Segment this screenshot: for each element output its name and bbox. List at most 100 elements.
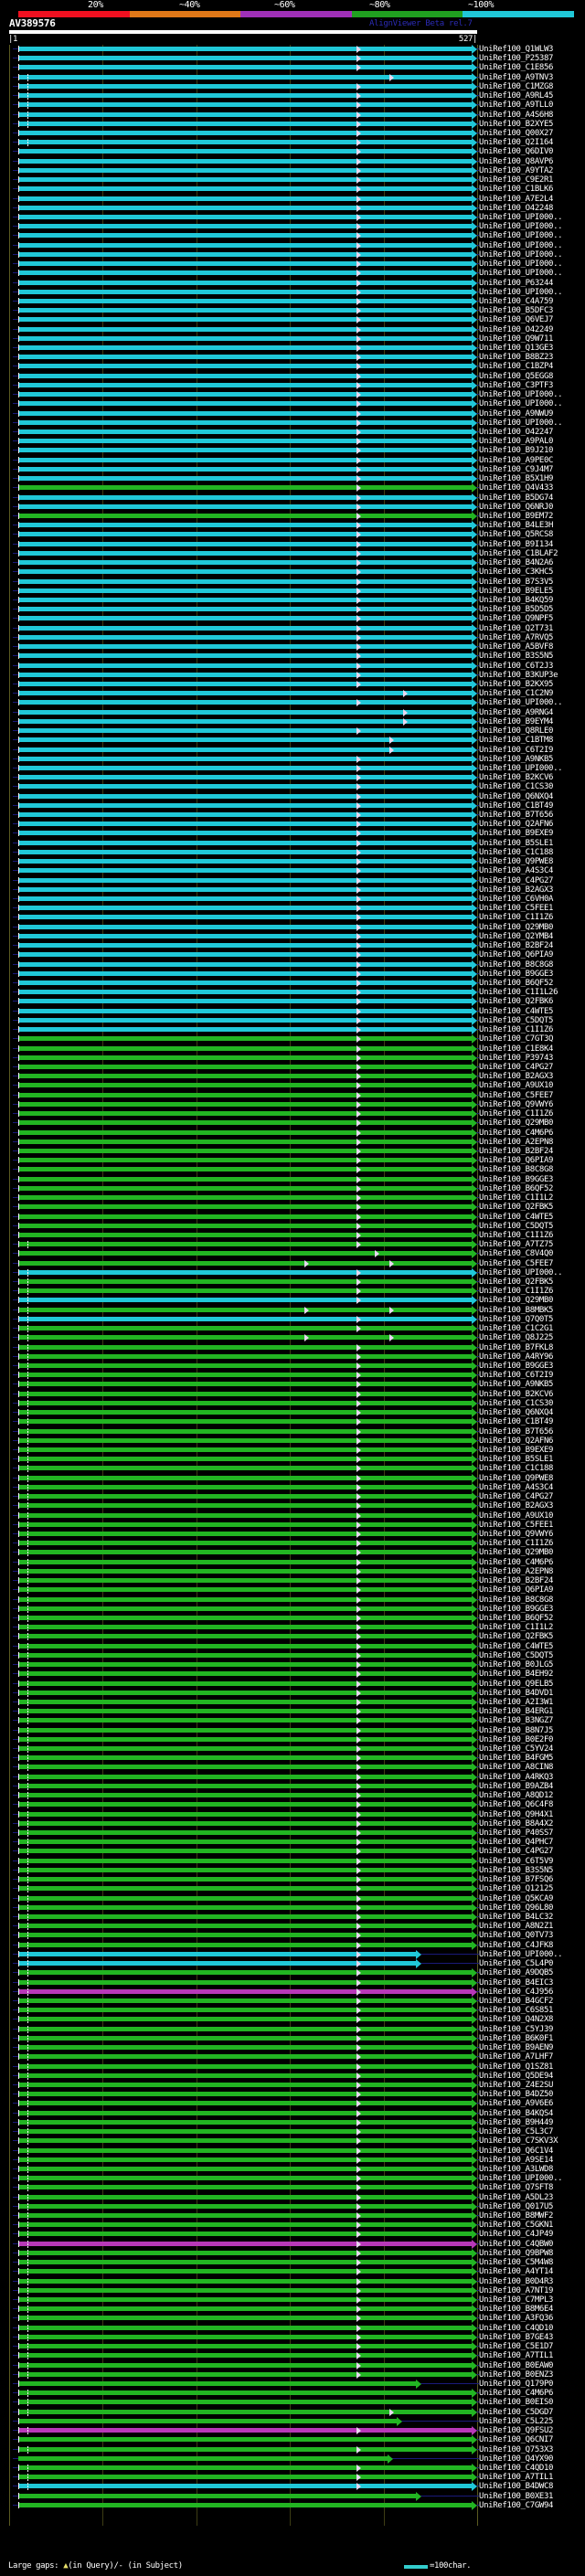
subject-id-label[interactable]: UniRef100_A9RNG4 [479,707,554,717]
subject-id-label[interactable]: UniRef100_C1I1L2 [479,1623,554,1633]
alignment-row[interactable]: UniRef100_Q9W711 [0,334,585,344]
alignment-row[interactable]: UniRef100_C5YJ39 [0,2024,585,2034]
alignment-row[interactable]: UniRef100_Q9VWY6 [0,1529,585,1539]
hsp-bar[interactable] [18,1746,472,1752]
subject-id-label[interactable]: UniRef100_B3S5N5 [479,652,554,662]
subject-id-label[interactable]: UniRef100_Q9NPF5 [479,614,554,624]
hsp-bar[interactable] [18,345,472,351]
hsp-bar[interactable] [18,1083,472,1088]
hsp-bar[interactable] [18,822,472,827]
subject-id-label[interactable]: UniRef100_A9TLL0 [479,101,554,111]
alignment-row[interactable]: UniRef100_Q5DE94 [0,2071,585,2081]
hsp-bar[interactable] [18,1755,472,1761]
alignment-row[interactable]: UniRef100_Q2AFN6 [0,820,585,830]
hsp-bar[interactable] [18,1437,472,1443]
alignment-row[interactable]: UniRef100_B3NGZ7 [0,1716,585,1726]
alignment-row[interactable]: UniRef100_C1C2N9 [0,689,585,699]
alignment-row[interactable]: UniRef100_Q4N2X8 [0,2015,585,2025]
alignment-row[interactable]: UniRef100_Q8AVP6 [0,156,585,166]
subject-id-label[interactable]: UniRef100_Q8J225 [479,1333,554,1343]
hsp-bar[interactable] [18,1652,472,1658]
alignment-row[interactable]: UniRef100_UPI000.. [0,2174,585,2184]
subject-id-label[interactable]: UniRef100_C1C2G1 [479,1324,554,1334]
subject-id-label[interactable]: UniRef100_A9UX10 [479,1081,554,1091]
hsp-bar[interactable] [18,1326,472,1331]
hsp-bar[interactable] [18,251,472,257]
hsp-bar[interactable] [18,2334,472,2339]
alignment-row[interactable]: UniRef100_Q6CNI7 [0,2435,585,2445]
subject-id-label[interactable]: UniRef100_UPI000.. [479,231,563,241]
alignment-row[interactable]: UniRef100_Q0TV73 [0,1931,585,1941]
subject-id-label[interactable]: UniRef100_UPI000.. [479,269,563,279]
hsp-bar[interactable] [18,401,472,407]
alignment-row[interactable]: UniRef100_Q2FBK5 [0,1277,585,1288]
hsp-bar[interactable] [18,1680,472,1686]
subject-id-label[interactable]: UniRef100_Q29MB0 [479,1548,554,1558]
subject-id-label[interactable]: UniRef100_B6QF52 [479,1613,554,1623]
hsp-bar[interactable] [18,1596,472,1602]
hsp-bar[interactable] [18,1242,472,1247]
hsp-bar[interactable] [18,65,472,70]
subject-id-label[interactable]: UniRef100_Q5RCS8 [479,530,554,540]
subject-id-label[interactable]: UniRef100_A4S6H8 [479,110,554,120]
subject-id-label[interactable]: UniRef100_B4EH92 [479,1670,554,1680]
subject-id-label[interactable]: UniRef100_C4WTE5 [479,1212,554,1222]
subject-id-label[interactable]: UniRef100_C4M6P6 [479,2389,554,2399]
subject-id-label[interactable]: UniRef100_C5E1D7 [479,2342,554,2352]
hsp-bar[interactable] [18,2278,472,2284]
subject-id-label[interactable]: UniRef100_B9J210 [479,446,554,456]
alignment-row[interactable]: UniRef100_B2BF24 [0,941,585,951]
alignment-row[interactable]: UniRef100_Q2YMB4 [0,931,585,941]
subject-id-label[interactable]: UniRef100_A7TZ75 [479,1240,554,1250]
hsp-bar[interactable] [18,1269,472,1275]
hsp-bar[interactable] [18,1858,472,1863]
hsp-bar[interactable] [18,1634,472,1639]
alignment-row[interactable]: UniRef100_Q753X3 [0,2444,585,2454]
hsp-bar[interactable] [18,2147,472,2153]
alignment-row[interactable]: UniRef100_B7FKL8 [0,1342,585,1352]
subject-id-label[interactable]: UniRef100_C7GW94 [479,2500,554,2510]
hsp-bar[interactable] [18,2250,472,2255]
hsp-bar[interactable] [18,261,472,267]
hsp-bar[interactable] [18,681,472,686]
hsp-bar[interactable] [18,644,472,650]
hsp-bar[interactable] [18,802,472,808]
alignment-row[interactable]: UniRef100_B9EXE9 [0,1446,585,1455]
alignment-row[interactable]: UniRef100_A8CIN8 [0,1763,585,1773]
hsp-bar[interactable] [18,906,472,911]
alignment-row[interactable]: UniRef100_A9SE14 [0,2155,585,2165]
subject-id-label[interactable]: UniRef100_Q9BPW8 [479,2248,554,2258]
hsp-bar[interactable] [18,1699,472,1704]
alignment-row[interactable]: UniRef100_B7T656 [0,811,585,821]
subject-id-label[interactable]: UniRef100_C4WTE5 [479,1641,554,1651]
alignment-row[interactable]: UniRef100_B5DFC3 [0,306,585,316]
subject-id-label[interactable]: UniRef100_Q017U5 [479,2201,554,2211]
subject-id-label[interactable]: UniRef100_A2EPN8 [479,1137,554,1147]
subject-id-label[interactable]: UniRef100_B7T656 [479,1426,554,1436]
hsp-bar[interactable] [18,2353,472,2359]
alignment-row[interactable]: UniRef100_A9RNG4 [0,707,585,717]
subject-id-label[interactable]: UniRef100_B2KX95 [479,679,554,689]
hsp-bar[interactable] [18,859,472,864]
subject-id-label[interactable]: UniRef100_C1BLK6 [479,185,554,195]
hsp-bar[interactable] [18,2138,472,2144]
alignment-row[interactable]: UniRef100_UPI000.. [0,287,585,297]
hsp-bar[interactable] [18,2428,472,2433]
alignment-row[interactable]: UniRef100_A2I3W1 [0,1697,585,1707]
alignment-row[interactable]: UniRef100_Q2FBK5 [0,1203,585,1213]
alignment-row[interactable]: UniRef100_B7FSQ6 [0,1875,585,1885]
subject-id-label[interactable]: UniRef100_C1I1Z6 [479,1287,554,1297]
subject-id-label[interactable]: UniRef100_B8C8G8 [479,1165,554,1175]
hsp-bar[interactable] [18,868,472,874]
hsp-bar[interactable] [18,1559,472,1564]
hsp-bar[interactable] [18,765,472,770]
alignment-row[interactable]: UniRef100_B8N7J5 [0,1725,585,1735]
subject-id-label[interactable]: UniRef100_B8MWF2 [479,2211,554,2221]
alignment-row[interactable]: UniRef100_C5FEE1 [0,904,585,914]
subject-id-label[interactable]: UniRef100_UPI000.. [479,212,563,222]
hsp-bar[interactable] [18,2110,472,2115]
subject-id-label[interactable]: UniRef100_A7NT19 [479,2285,554,2295]
hsp-bar[interactable] [18,2475,472,2480]
subject-id-label[interactable]: UniRef100_Q2AFN6 [479,820,554,830]
alignment-row[interactable]: UniRef100_C1C188 [0,847,585,857]
